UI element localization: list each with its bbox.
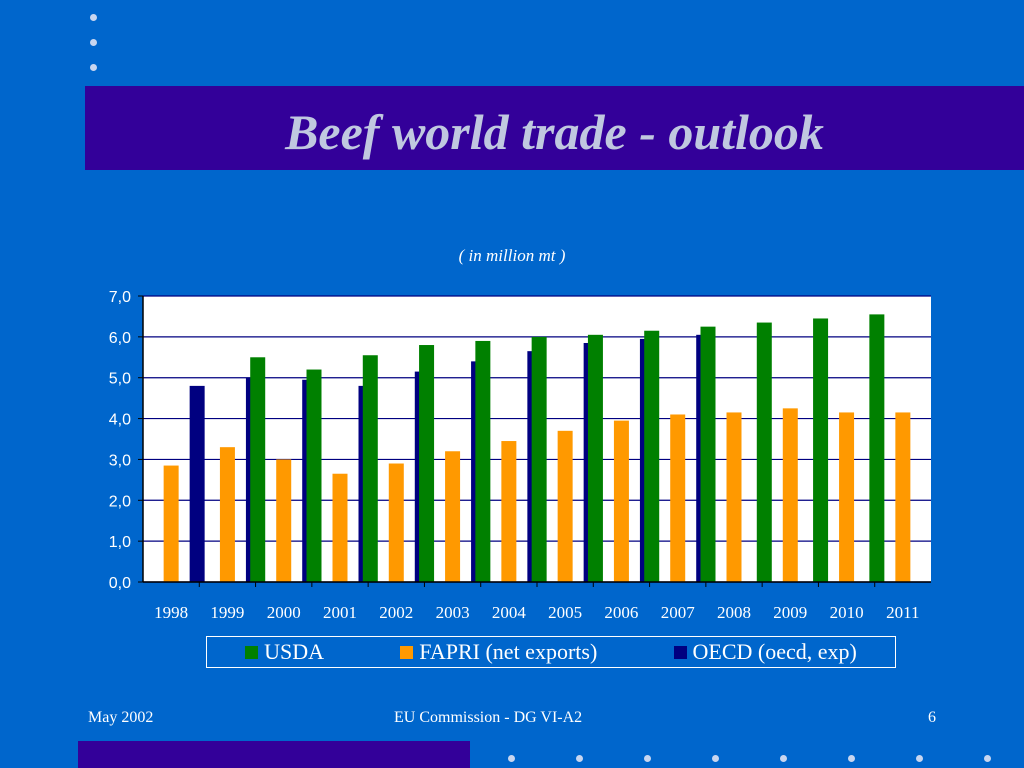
decor-dot [90,14,97,21]
bar-usda-2003 [419,345,435,582]
bar-usda-2007 [644,330,660,582]
x-tick-label: 1998 [154,603,188,622]
bar-fapri-2007 [670,414,686,582]
legend-label-oecd: OECD (oecd, exp) [692,639,857,664]
bar-usda-2009 [756,322,772,582]
bar-usda-2006 [587,334,603,582]
legend-label-fapri: FAPRI (net exports) [419,639,598,664]
decor-dot [712,755,719,762]
bar-fapri-2008 [726,412,742,582]
decor-dot [508,755,515,762]
bar-fapri-2001 [332,473,348,582]
x-tick-label: 2003 [436,603,470,622]
legend-item-oecd: OECD (oecd, exp) [673,639,857,665]
legend-item-fapri: FAPRI (net exports) [400,639,597,665]
bar-fapri-2004 [501,441,517,582]
legend-swatch-fapri [400,645,414,659]
x-tick-label: 2011 [886,603,919,622]
legend-item-usda: USDA [245,639,324,665]
x-tick-label: 2001 [323,603,357,622]
y-tick-label: 3,0 [109,452,131,469]
y-tick-label: 5,0 [109,371,131,388]
x-tick-label: 1999 [210,603,244,622]
x-tick-label: 2004 [492,603,527,622]
bar-fapri-2003 [445,451,461,582]
bar-fapri-2011 [895,412,911,582]
y-tick-label: 6,0 [109,330,131,347]
bar-fapri-2006 [613,420,629,582]
y-tick-label: 4,0 [109,412,131,429]
bar-oecd-1998 [189,385,205,582]
bar-fapri-1999 [219,447,235,582]
x-tick-label: 2010 [830,603,864,622]
bar-fapri-2002 [388,463,404,582]
x-tick-label: 2006 [604,603,638,622]
bar-usda-2010 [813,318,829,582]
bar-fapri-2000 [276,459,292,582]
bottom-band [78,741,470,768]
bar-fapri-2009 [782,408,798,582]
legend-swatch-oecd [673,645,687,659]
x-tick-label: 2005 [548,603,582,622]
decor-dot [90,64,97,71]
bar-chart: 0,0 1,0 2,0 3,0 4,0 5,0 6,0 7,0 1998 1999 2000 2001… [109,289,931,622]
bar-usda-2005 [531,336,547,582]
bar-fapri-1998 [163,465,179,582]
bar-fapri-2010 [839,412,855,582]
y-tick-label: 0,0 [109,575,131,592]
bar-usda-2008 [700,326,716,582]
bar-usda-2001 [306,369,322,582]
decor-dot [780,755,787,762]
x-tick-label: 2007 [661,603,696,622]
x-tick-label: 2002 [379,603,413,622]
x-tick-label: 2000 [267,603,301,622]
y-tick-label: 7,0 [109,289,131,306]
x-tick-label: 2009 [773,603,807,622]
title-band: Beef world trade - outlook [85,86,1024,170]
decor-dot [984,755,991,762]
chart-subtitle: ( in million mt ) [458,246,566,265]
footer-date: May 2002 [88,709,154,726]
bar-usda-2004 [475,340,491,582]
bar-usda-2011 [869,314,885,582]
bar-usda-2000 [250,357,266,582]
footer-organization: EU Commission - DG VI-A2 [394,709,583,726]
decor-dot [644,755,651,762]
footer-slide-number: 6 [928,709,936,726]
bar-fapri-2005 [557,430,573,582]
decor-dot [916,755,923,762]
decor-dot [576,755,583,762]
x-tick-label: 2008 [717,603,751,622]
chart-legend: USDA FAPRI (net exports) OECD (oecd, exp… [206,636,896,668]
y-tick-label: 1,0 [109,534,131,551]
legend-swatch-usda [245,645,259,659]
decor-dot [90,39,97,46]
y-tick-label: 2,0 [109,493,131,510]
slide-title: Beef world trade - outlook [285,104,824,160]
decor-dot [848,755,855,762]
bar-usda-2002 [362,355,378,582]
legend-label-usda: USDA [264,639,325,664]
